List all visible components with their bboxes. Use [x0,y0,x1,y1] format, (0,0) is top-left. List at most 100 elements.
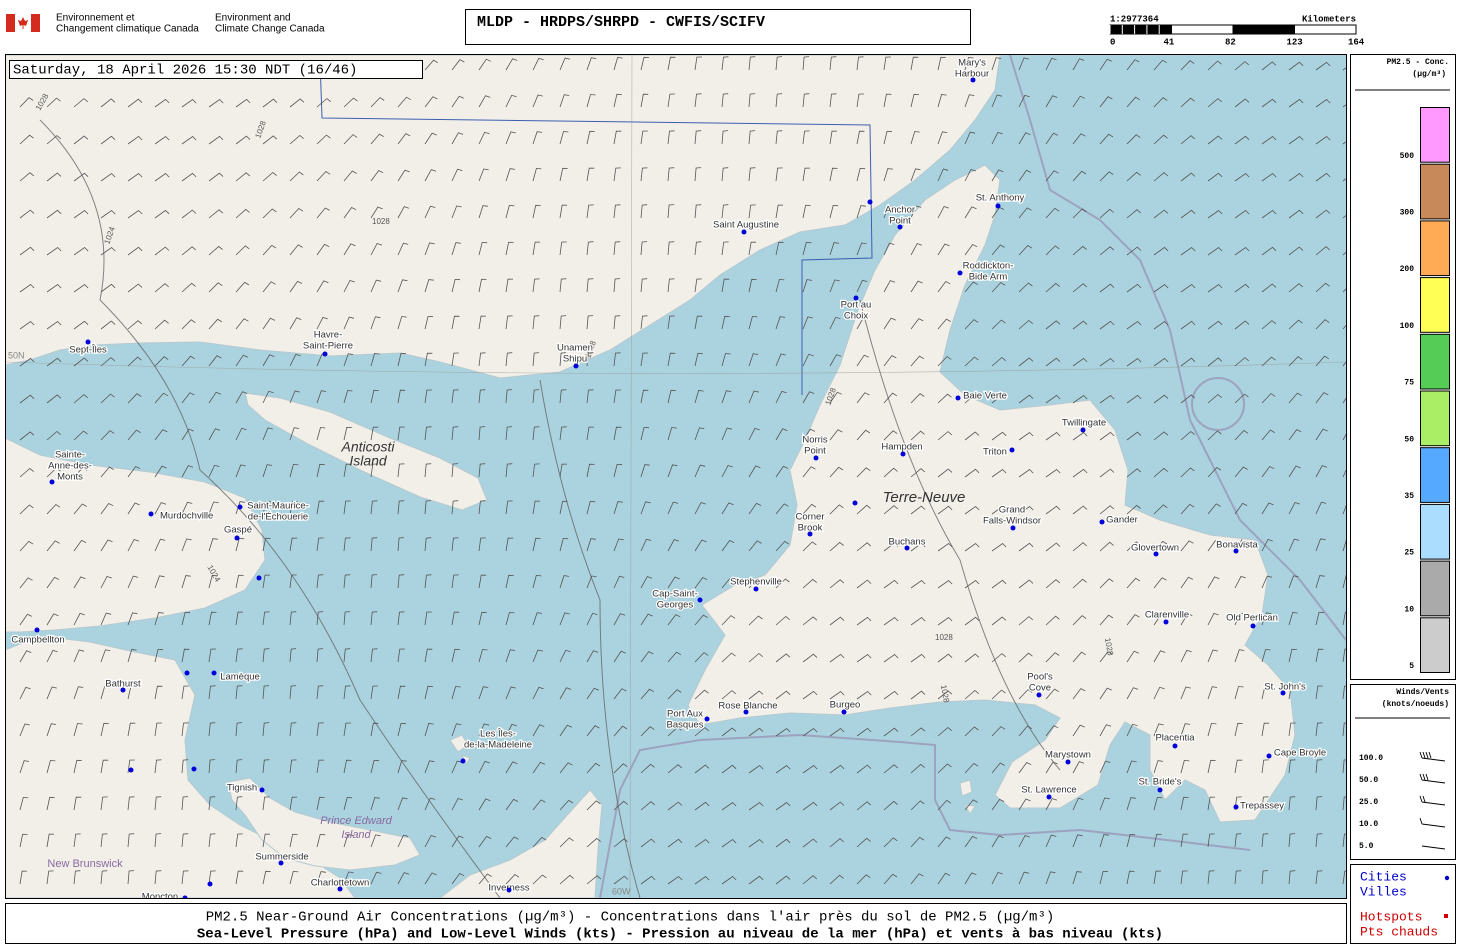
wind-barb [208,135,224,145]
wind-barb [775,167,783,182]
wind-barb [1072,871,1082,885]
city-label: Twillingate [1062,418,1106,429]
wind-barb [1018,94,1030,108]
wind-barb [1126,357,1142,367]
city-label: Anne-des- [48,461,92,472]
footer-line: PM2.5 Near-Ground Air Concentrations (µg… [206,910,1055,926]
wind-barb [1342,397,1346,404]
wind-barb [505,389,513,404]
wind-barb [937,356,952,367]
wind-barb [505,836,519,848]
wind-barb [694,689,709,700]
wind-barb [262,171,277,182]
wind-barb [46,540,60,552]
wind-barb [1045,468,1061,478]
wind-barb [1234,759,1243,774]
agency-fr: Environnement et [56,13,135,24]
wind-barb [1126,209,1142,219]
wind-barb [829,579,845,589]
wind-barb [1342,361,1346,367]
wind-barb [1342,648,1346,663]
wind-barb [937,799,952,811]
wind-barb [883,242,895,256]
wind-barb [829,653,845,663]
wind-barb [316,685,324,700]
wind-barb [370,169,384,182]
canada-flag [6,14,40,32]
wind-barb [1261,465,1275,478]
wind-barb [1234,649,1245,663]
pei [227,777,421,871]
wind-barb [748,502,762,515]
wind-barb [262,759,270,774]
wind-barb [370,279,382,293]
city-label: Stephenville [730,577,782,588]
city-dot [1099,519,1105,525]
city-label: Gaspé [224,525,252,536]
wind-barb [721,801,737,811]
city-dot [573,363,579,369]
wind-barb [1180,503,1195,515]
scale-segment [1232,24,1295,35]
wind-barb [424,797,436,811]
city-label: Unamen [557,343,593,354]
wind-barb [1018,725,1032,737]
wind-barb [289,463,299,478]
wind-barb [721,427,733,441]
wind-barb [559,537,569,552]
wind-barb [208,172,224,182]
wind-barb [1207,649,1218,663]
wind-barb [46,833,55,848]
wind-barb [748,130,756,145]
city-dot [234,535,240,541]
wind-barb [370,353,380,367]
wind-barb [208,759,216,774]
timestamp-box [9,60,423,79]
city-dot [322,351,328,357]
wind-barb [289,500,298,515]
wind-barb [235,464,246,478]
wind-barb [235,208,250,219]
wind-barb [208,245,223,256]
wind-barb [721,652,736,663]
wind-barb [181,870,189,885]
wind-barb [1207,723,1217,737]
wind-barb [775,503,789,515]
wind-barb [1315,61,1331,71]
wind-barb [343,353,354,367]
wind-barb [100,759,109,774]
wind-barb [856,579,872,589]
wind-barb [613,538,624,552]
wind-barb [1126,246,1142,256]
wind-barb [532,94,543,108]
wind-barb [856,354,869,367]
wind-barb [937,505,953,515]
wind-barb [451,242,461,256]
wind-barb [127,502,140,515]
wind-barb [829,279,840,293]
wind-barb [964,579,980,589]
wind-barb [1018,798,1031,811]
wind-barb [154,392,169,404]
wind-barb [19,796,29,811]
wind-barb [1315,246,1331,256]
city-label: Shipu [563,354,587,365]
wind-barb [991,762,1005,774]
wind-barb [991,394,1007,404]
wind-barb [1072,834,1083,848]
wind-barb [19,246,35,256]
wind-barb [397,206,410,219]
wind-barb [694,278,702,293]
wind-barb [19,134,34,145]
wind-barb [1180,686,1191,700]
wind-barb [910,616,926,626]
wind-barb [1261,539,1273,552]
wind-barb [1288,685,1297,700]
wind-barb [1207,135,1223,145]
wind-barb [478,760,490,774]
wind-barb [1099,760,1111,774]
wind-barb [46,172,62,182]
wind-barb [613,241,621,256]
wind-barb [19,467,34,478]
wind-barb [1288,429,1302,441]
